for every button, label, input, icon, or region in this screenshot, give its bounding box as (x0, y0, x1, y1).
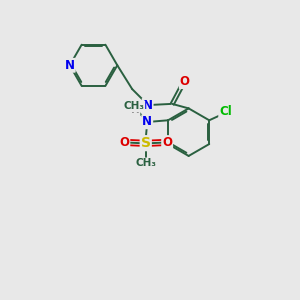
Text: O: O (180, 75, 190, 88)
Text: CH₃: CH₃ (123, 101, 144, 111)
Text: CH₃: CH₃ (135, 158, 156, 168)
Text: H: H (131, 105, 140, 115)
Text: Cl: Cl (219, 106, 232, 118)
Text: N: N (65, 59, 75, 72)
Text: N: N (142, 99, 153, 112)
Text: O: O (162, 136, 172, 149)
Text: N: N (142, 115, 152, 128)
Text: S: S (141, 136, 151, 150)
Text: O: O (119, 136, 129, 149)
